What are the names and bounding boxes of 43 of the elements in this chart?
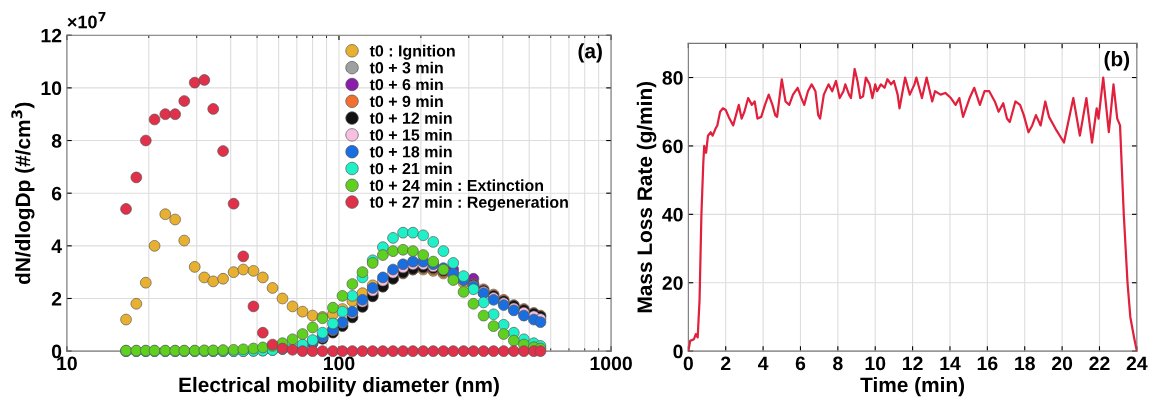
y-tick-label: 20 xyxy=(662,276,683,290)
legend-label: t0 + 15 min xyxy=(369,128,452,141)
annotation: (b) xyxy=(1104,51,1130,71)
legend-label: t0 + 27 min : Regeneration xyxy=(369,196,568,212)
y-tick-label: 40 xyxy=(662,207,683,222)
x-tick-label: 22 xyxy=(1089,356,1110,371)
y-axis-title: Mass Loss Rate (g/min) xyxy=(636,81,657,313)
y-tick-label: 10 xyxy=(41,81,62,96)
y-tick-label: 6 xyxy=(51,186,62,201)
legend-label: t0 : Ignition xyxy=(369,44,455,60)
y-tick-label: 0 xyxy=(673,344,683,359)
x-tick-label: 24 xyxy=(1126,356,1148,371)
y-tick-label: 80 xyxy=(662,71,683,85)
x-tick-label: 12 xyxy=(903,356,923,371)
x-tick-label: 6 xyxy=(795,356,806,371)
x-axis-title: Electrical mobility diameter (nm) xyxy=(179,376,499,397)
legend-label: t0 + 24 min : Extinction xyxy=(369,179,544,192)
legend-label: t0 + 6 min xyxy=(369,78,443,91)
y-tick-label: 12 xyxy=(41,28,62,43)
x-tick-label: 10 xyxy=(865,356,886,371)
y-axis-title: dN/dlogDp (#/cm$^{3}$) xyxy=(11,102,35,285)
legend-label: t0 + 21 min xyxy=(369,162,452,175)
x-tick-label: 4 xyxy=(757,356,769,371)
x-tick-label: 18 xyxy=(1015,356,1035,371)
x-tick-label: 20 xyxy=(1051,356,1073,371)
legend-label: t0 + 9 min xyxy=(369,95,443,108)
legend-label: t0 + 18 min xyxy=(369,145,452,158)
x-tick-label: 0 xyxy=(683,356,693,371)
x-tick-label: 8 xyxy=(833,356,843,371)
x-tick-label: 14 xyxy=(940,356,961,371)
x-tick-label: 1000 xyxy=(590,356,632,371)
x-tick-label: 100 xyxy=(323,356,355,371)
y-tick-label: 60 xyxy=(662,139,683,154)
x-tick-label: 16 xyxy=(977,356,998,371)
x-axis-title: Time (min) xyxy=(860,376,965,397)
y-tick-label: 4 xyxy=(51,239,62,253)
y-tick-label: 2 xyxy=(51,291,62,306)
legend-label: t0 + 3 min xyxy=(369,61,443,74)
legend-label: t0 + 12 min xyxy=(369,112,452,124)
text: ×10$^{7}$ xyxy=(67,12,106,29)
x-tick-label: 2 xyxy=(720,356,731,371)
y-tick-label: 8 xyxy=(51,134,62,148)
annotation: (a) xyxy=(578,43,602,63)
